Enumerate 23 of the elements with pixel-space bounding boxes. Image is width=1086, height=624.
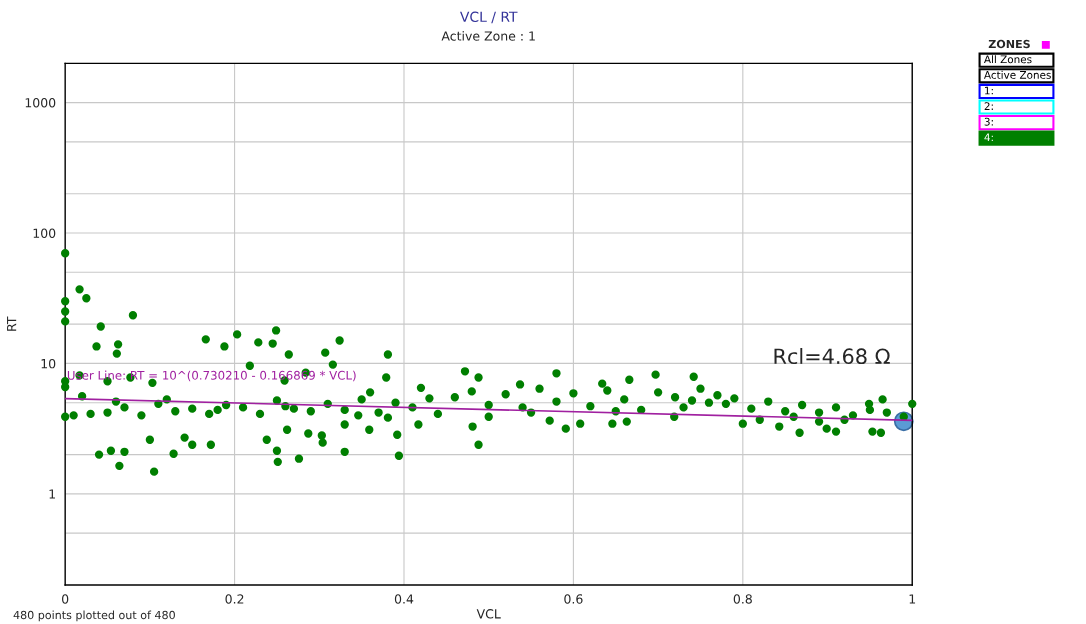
text: 1: [985,86,993,95]
y-tick-label: 10 [41,358,56,369]
x-tick-label: 0.6 [564,594,583,604]
chart-subtitle: Active Zone : 1 [441,31,535,41]
text: 2: [984,102,993,110]
x-axis-title: VCL [476,609,501,619]
text: 4: [984,133,993,142]
y-tick-label: 1 [49,489,55,499]
text: ZONES [988,39,1030,49]
text: All Zones [984,55,1032,64]
chart-title: VCL / RT [460,11,518,24]
annotation: Rcl=4.68 Ω [774,347,890,365]
x-tick-label: 1 [909,594,916,604]
y-axis-title: RT [7,316,17,331]
text: Active Zones [984,70,1051,79]
x-tick-label: 0.8 [733,594,752,604]
x-tick-label: 0.2 [225,594,244,604]
y-tick-label: 1000 [25,98,56,108]
text: 3: [984,117,993,126]
x-tick-label: 0.4 [394,594,414,604]
text: 480 points plotted out of 480 [13,610,175,622]
y-tick-label: 100 [33,228,56,238]
x-tick-label: 0 [62,594,69,604]
